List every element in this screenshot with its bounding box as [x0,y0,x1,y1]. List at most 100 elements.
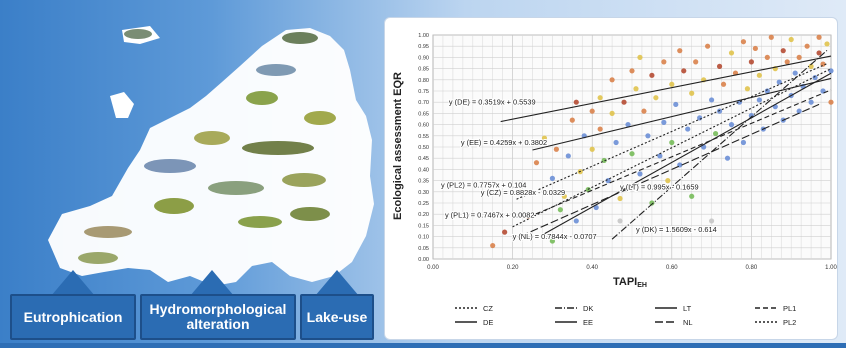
regression-line-nl [520,103,820,237]
data-point [744,86,751,92]
data-point [756,97,762,103]
y-axis-label: Ecological assessment EQR [392,72,404,220]
data-point [621,99,627,105]
data-point [740,39,747,45]
data-point [792,70,798,76]
fish-icon [246,91,278,105]
x-tick-labels: 0.00 0.20 0.40 0.60 0.80 1.00 [427,265,837,271]
data-point [720,81,727,87]
x-tick-label: 0.20 [507,265,519,271]
y-tick-label: 0.60 [418,123,429,129]
chart-panel: y (CZ) = 0.8828x - 0.0329 y (DE) = 0.3519… [384,17,838,340]
data-point [756,72,762,78]
data-point [617,195,623,202]
y-tick-label: 0.05 [418,246,429,252]
data-point [665,178,671,184]
equation-labels: y (CZ) = 0.8828x - 0.0329 y (DE) = 0.3519… [440,96,718,241]
y-tick-label: 0.75 [418,89,429,95]
y-tick-labels: 0.00 0.05 0.10 0.15 0.20 0.25 0.30 0.35 0.40 0.45… [418,33,429,263]
data-point [804,43,810,49]
y-tick-label: 0.00 [418,257,429,263]
y-tick-label: 0.20 [418,212,429,218]
regression-line-lt [544,72,832,235]
y-tick-label: 0.35 [418,179,429,185]
fish-icon [84,226,132,238]
data-point [669,139,675,146]
data-point [633,86,639,92]
data-point [597,126,603,132]
fish-icon [282,173,326,187]
data-point [808,99,814,105]
data-point [796,108,802,114]
fish-icon [194,131,230,145]
fish-icon [256,64,296,76]
data-point [597,95,603,101]
data-point [553,146,559,152]
fish-icon [290,207,330,221]
x-tick-label: 0.60 [666,265,678,271]
pressure-hydromorphological-alteration: Hydromorphological alteration [140,294,296,340]
x-axis-label-subscript: EH [637,282,647,289]
scandinavia-island [110,92,134,118]
data-point [637,171,643,177]
data-point [816,50,822,56]
equation-label-de: y (DE) = 0.3519x + 0.5539 [449,97,536,106]
x-axis-label: TAPIEH [613,276,647,289]
data-point [728,122,735,128]
fish-icon [282,32,318,44]
fish-icon [238,216,282,228]
arrow-up-icon [190,270,234,296]
x-tick-label: 0.00 [427,265,439,271]
data-point [808,63,814,69]
legend-label-nl: NL [683,318,693,327]
data-point [549,175,555,181]
fish-icon [304,111,336,125]
data-point [649,72,655,78]
data-point [705,43,711,49]
data-point [629,68,635,74]
data-point [613,139,619,146]
legend-label-cz: CZ [483,304,493,313]
data-point [685,126,691,132]
equation-label-nl: y (NL) = 0.7844x - 0.0707 [513,232,597,241]
regression-line-pl1 [528,89,832,218]
data-point [784,59,790,65]
y-tick-label: 0.90 [418,55,429,61]
data-point [748,59,754,65]
y-tick-label: 0.30 [418,190,429,196]
y-tick-label: 0.10 [418,235,429,241]
data-point [533,160,540,166]
data-point [776,79,782,85]
data-point [561,193,567,199]
data-point [573,218,579,224]
regression-line-pl2 [516,63,828,200]
data-point [657,153,663,159]
data-point [557,207,563,213]
data-point [681,68,687,74]
regression-line-ee [532,77,832,151]
data-point [517,189,524,195]
data-point [768,34,774,40]
data-point [637,54,643,61]
data-point [569,117,575,123]
legend-label-pl1: PL1 [783,304,796,313]
data-point [788,36,794,43]
y-tick-label: 0.65 [418,111,429,117]
y-tick-label: 0.25 [418,201,429,207]
equation-label-dk: y (DK) = 1.5609x - 0.614 [636,225,717,234]
equation-label-pl1: y (PL1) = 0.7467x + 0.0082 [445,211,535,220]
data-point [549,238,555,244]
data-point [601,157,607,164]
y-tick-label: 0.80 [418,78,429,84]
regression-line-cz [512,68,832,228]
equation-label-pl2: y (PL2) = 0.7757x + 0.104 [441,180,526,189]
data-point [490,242,496,249]
data-point [669,81,675,87]
fish-icon [124,29,152,39]
data-point [689,90,695,96]
data-point [724,155,731,161]
data-point [796,54,802,61]
y-tick-label: 0.70 [418,100,429,106]
legend-label-ee: EE [583,318,593,327]
